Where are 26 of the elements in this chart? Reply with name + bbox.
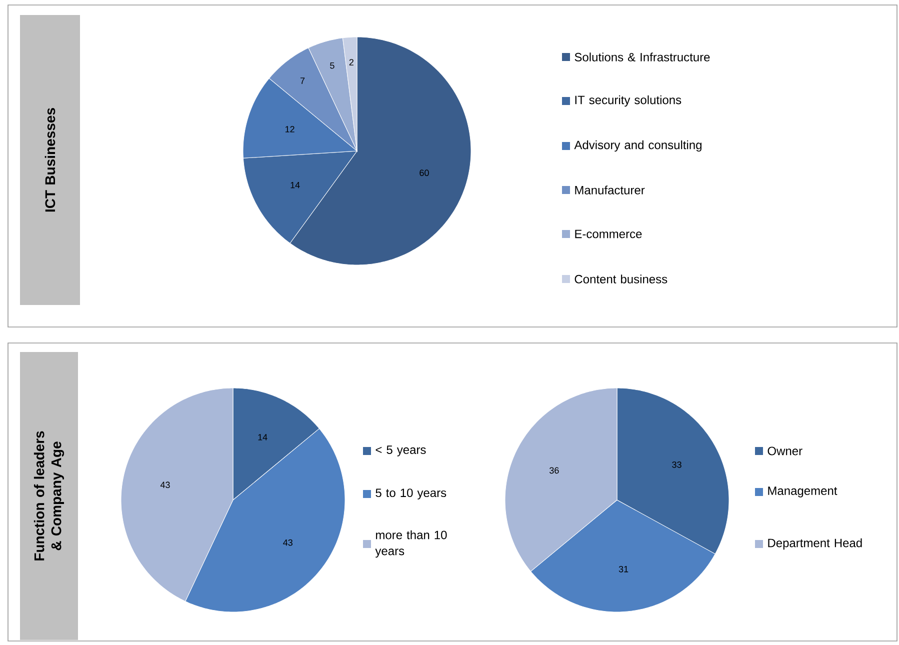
legend-label: Solutions & Infrastructure [574,52,710,62]
data-label: 14 [258,434,268,440]
data-label: 43 [160,482,170,488]
data-label: 2 [349,59,354,66]
legend-label: E-commerce [575,230,642,238]
data-label: 12 [285,126,294,132]
legend-label: more than 10 years [375,530,447,558]
legend-label: 5 to 10 years [376,488,446,500]
data-label: 14 [290,182,300,188]
legend-label: Content business [574,274,668,284]
legend-label: Manufacturer [575,186,645,194]
legend-label: Owner [768,446,802,456]
data-label: 60 [420,170,429,176]
data-label: 36 [550,467,559,474]
legend-label: Advisory and consulting [574,140,702,152]
data-label: 33 [672,461,682,468]
legend-label: Department Head [768,538,862,550]
data-label: 7 [300,78,305,84]
data-label: 31 [618,566,628,572]
legend-label: IT security solutions [575,95,682,107]
text: ICT Businesses [44,108,56,212]
text: Function of leaders & Company Age [34,431,64,560]
data-label: 43 [283,539,292,546]
data-label: 5 [330,62,334,69]
legend-label: Management [768,486,838,498]
legend-label: < 5 years [376,446,426,456]
